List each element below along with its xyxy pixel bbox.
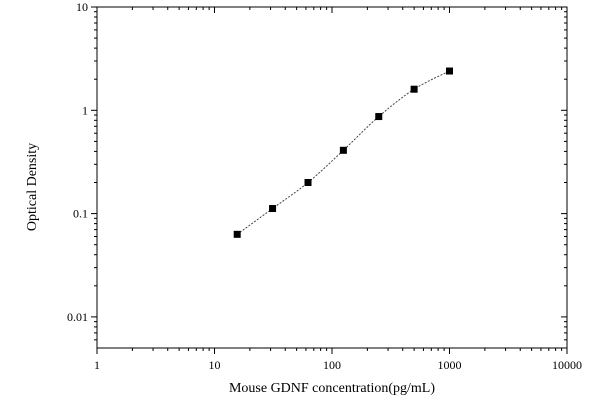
y-tick-label: 10: [76, 0, 88, 14]
data-point: [339, 146, 347, 154]
x-tick-label: 100: [323, 358, 341, 372]
plot-frame: [96, 6, 568, 349]
data-point: [446, 67, 453, 75]
data-point: [269, 205, 277, 213]
y-tick-label: 0.01: [67, 310, 88, 324]
x-axis-title: Mouse GDNF concentration(pg/mL): [229, 381, 435, 396]
y-axis-ticks: 0.01 0.1 1 10: [67, 0, 567, 341]
x-tick-label: 10000: [552, 358, 582, 372]
data-point: [410, 85, 418, 93]
data-points-layer: [233, 67, 453, 238]
x-axis-ticks: 1 10 100 1000 10000: [94, 7, 582, 372]
data-point: [304, 179, 312, 187]
y-tick-label: 0.1: [73, 207, 88, 221]
y-tick-label: 1: [82, 103, 88, 117]
x-tick-label: 1: [94, 358, 100, 372]
y-axis-title: Optical Density: [25, 143, 40, 231]
plot-border: [96, 6, 568, 349]
x-tick-label: 10: [209, 358, 221, 372]
data-point: [375, 113, 383, 121]
x-tick-label: 1000: [438, 358, 462, 372]
data-point: [233, 230, 241, 238]
